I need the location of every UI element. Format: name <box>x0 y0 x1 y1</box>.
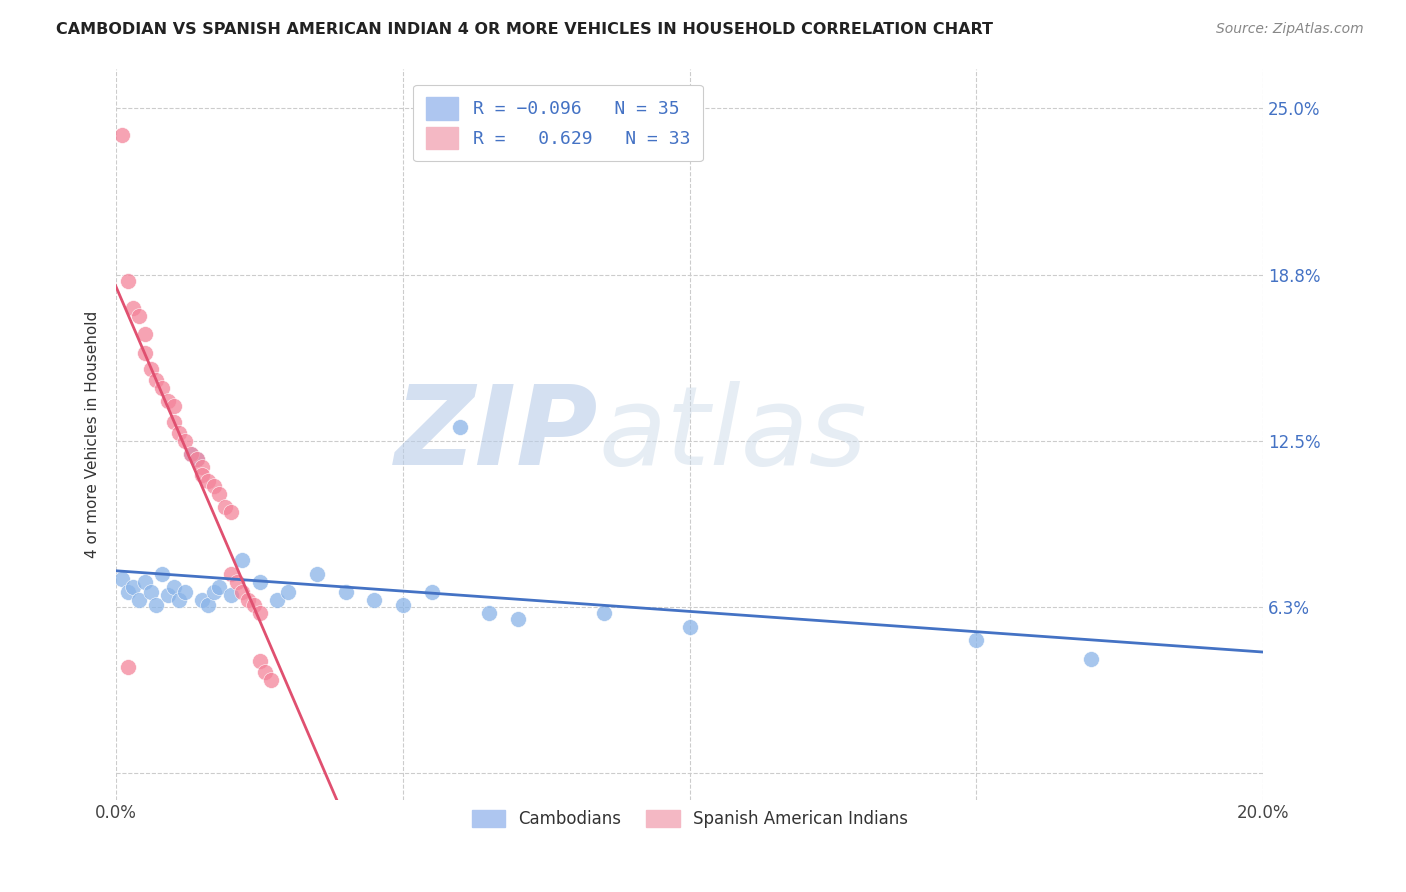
Legend: Cambodians, Spanish American Indians: Cambodians, Spanish American Indians <box>465 804 914 835</box>
Point <box>122 580 145 594</box>
Point <box>139 362 162 376</box>
Point <box>180 447 202 461</box>
Point <box>392 599 415 613</box>
Point <box>134 327 156 342</box>
Text: ZIP: ZIP <box>395 381 598 488</box>
Point <box>169 593 191 607</box>
Text: CAMBODIAN VS SPANISH AMERICAN INDIAN 4 OR MORE VEHICLES IN HOUSEHOLD CORRELATION: CAMBODIAN VS SPANISH AMERICAN INDIAN 4 O… <box>56 22 993 37</box>
Point <box>219 588 242 602</box>
Text: atlas: atlas <box>598 381 866 488</box>
Point <box>335 585 357 599</box>
Point <box>592 607 614 621</box>
Point <box>162 415 184 429</box>
Point <box>449 420 471 434</box>
Point <box>174 434 197 448</box>
Point <box>254 665 277 679</box>
Point <box>169 425 191 440</box>
Point <box>117 659 139 673</box>
Point <box>219 566 242 581</box>
Point <box>966 633 988 648</box>
Point <box>111 128 134 142</box>
Point <box>145 599 167 613</box>
Point <box>186 452 208 467</box>
Point <box>162 399 184 413</box>
Point <box>214 500 236 515</box>
Point <box>243 599 266 613</box>
Point <box>305 566 328 581</box>
Point <box>150 380 173 394</box>
Point <box>1080 651 1102 665</box>
Point <box>150 566 173 581</box>
Point <box>197 599 219 613</box>
Point <box>420 585 443 599</box>
Point <box>156 588 179 602</box>
Point <box>363 593 385 607</box>
Point <box>478 607 501 621</box>
Point <box>219 505 242 519</box>
Point <box>679 620 702 634</box>
Point <box>231 553 253 567</box>
Point <box>134 574 156 589</box>
Text: Source: ZipAtlas.com: Source: ZipAtlas.com <box>1216 22 1364 37</box>
Point <box>202 585 225 599</box>
Point <box>128 309 150 323</box>
Point <box>260 673 283 687</box>
Point <box>249 574 271 589</box>
Point <box>197 474 219 488</box>
Point <box>202 479 225 493</box>
Point <box>117 274 139 288</box>
Point <box>208 487 231 501</box>
Point <box>191 468 214 483</box>
Point <box>134 346 156 360</box>
Point <box>180 447 202 461</box>
Point <box>162 580 184 594</box>
Point <box>506 612 529 626</box>
Point <box>249 654 271 668</box>
Point <box>238 593 260 607</box>
Point <box>191 593 214 607</box>
Point <box>231 585 253 599</box>
Point <box>145 372 167 386</box>
Point <box>225 574 247 589</box>
Point <box>128 593 150 607</box>
Point <box>111 572 134 586</box>
Point <box>249 607 271 621</box>
Point <box>266 593 288 607</box>
Point <box>117 585 139 599</box>
Point <box>139 585 162 599</box>
Point <box>186 452 208 467</box>
Point <box>208 580 231 594</box>
Point <box>174 585 197 599</box>
Y-axis label: 4 or more Vehicles in Household: 4 or more Vehicles in Household <box>86 310 100 558</box>
Point <box>122 301 145 315</box>
Point <box>277 585 299 599</box>
Point <box>191 460 214 475</box>
Point <box>156 393 179 408</box>
